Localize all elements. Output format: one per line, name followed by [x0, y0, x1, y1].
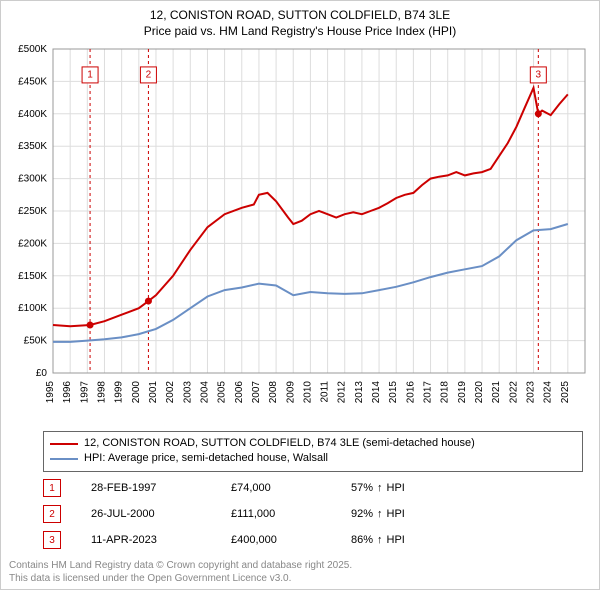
- attribution-line1: Contains HM Land Registry data © Crown c…: [9, 560, 352, 573]
- chart-container: 12, CONISTON ROAD, SUTTON COLDFIELD, B74…: [0, 0, 600, 590]
- svg-text:£150K: £150K: [18, 271, 47, 282]
- svg-text:2014: 2014: [371, 381, 382, 404]
- svg-text:2025: 2025: [560, 381, 571, 404]
- svg-text:£350K: £350K: [18, 141, 47, 152]
- svg-text:2010: 2010: [302, 381, 313, 404]
- legend-row: HPI: Average price, semi-detached house,…: [50, 451, 576, 466]
- legend: 12, CONISTON ROAD, SUTTON COLDFIELD, B74…: [43, 431, 583, 472]
- legend-label-0: 12, CONISTON ROAD, SUTTON COLDFIELD, B74…: [84, 436, 475, 451]
- svg-text:1996: 1996: [62, 381, 73, 404]
- marker-price-1: £111,000: [231, 508, 351, 520]
- svg-text:2003: 2003: [182, 381, 193, 404]
- title-block: 12, CONISTON ROAD, SUTTON COLDFIELD, B74…: [1, 1, 599, 39]
- svg-text:2004: 2004: [199, 381, 210, 404]
- legend-row: 12, CONISTON ROAD, SUTTON COLDFIELD, B74…: [50, 436, 576, 451]
- marker-date-1: 26-JUL-2000: [91, 508, 231, 520]
- marker-pct-2: 86% ↑ HPI: [351, 534, 471, 546]
- chart: £0 £50K £100K £150K £200K £250K £300K £350K £400…: [9, 43, 593, 423]
- up-arrow-icon: ↑: [377, 482, 383, 494]
- svg-text:1997: 1997: [79, 381, 90, 404]
- svg-text:£250K: £250K: [18, 206, 47, 217]
- svg-text:£100K: £100K: [18, 303, 47, 314]
- svg-text:2023: 2023: [526, 381, 537, 404]
- marker-box-1: 2: [43, 505, 61, 523]
- svg-text:2007: 2007: [251, 381, 262, 404]
- marker-row-1: 2 26-JUL-2000 £111,000 92% ↑ HPI: [43, 501, 583, 527]
- marker-price-0: £74,000: [231, 482, 351, 494]
- marker-pct-0: 57% ↑ HPI: [351, 482, 471, 494]
- svg-text:2008: 2008: [268, 381, 279, 404]
- chart-svg: £0 £50K £100K £150K £200K £250K £300K £350K £400…: [9, 43, 593, 423]
- svg-text:£200K: £200K: [18, 238, 47, 249]
- marker-date-0: 28-FEB-1997: [91, 482, 231, 494]
- svg-text:2017: 2017: [423, 381, 434, 404]
- title-line1: 12, CONISTON ROAD, SUTTON COLDFIELD, B74…: [1, 7, 599, 23]
- svg-text:£450K: £450K: [18, 76, 47, 87]
- marker-price-2: £400,000: [231, 534, 351, 546]
- attribution-line2: This data is licensed under the Open Gov…: [9, 573, 352, 586]
- svg-text:1: 1: [87, 69, 93, 80]
- svg-text:2024: 2024: [543, 381, 554, 404]
- svg-text:1998: 1998: [96, 381, 107, 404]
- svg-text:2019: 2019: [457, 381, 468, 404]
- markers-table: 1 28-FEB-1997 £74,000 57% ↑ HPI 2 26-JUL…: [43, 475, 583, 553]
- title-line2: Price paid vs. HM Land Registry's House …: [1, 23, 599, 39]
- svg-text:2009: 2009: [285, 381, 296, 404]
- marker-row-2: 3 11-APR-2023 £400,000 86% ↑ HPI: [43, 527, 583, 553]
- svg-text:2021: 2021: [491, 381, 502, 404]
- svg-text:2002: 2002: [165, 381, 176, 404]
- svg-text:2006: 2006: [234, 381, 245, 404]
- svg-text:3: 3: [536, 69, 542, 80]
- svg-text:2020: 2020: [474, 381, 485, 404]
- svg-text:1995: 1995: [45, 381, 56, 404]
- svg-text:2000: 2000: [131, 381, 142, 404]
- svg-text:2015: 2015: [388, 381, 399, 404]
- marker-box-2: 3: [43, 531, 61, 549]
- svg-text:£50K: £50K: [24, 336, 48, 347]
- legend-label-1: HPI: Average price, semi-detached house,…: [84, 451, 328, 466]
- svg-text:£500K: £500K: [18, 44, 47, 55]
- attribution: Contains HM Land Registry data © Crown c…: [9, 560, 352, 585]
- svg-text:£0: £0: [36, 368, 48, 379]
- svg-text:2005: 2005: [217, 381, 228, 404]
- svg-text:2: 2: [146, 69, 152, 80]
- marker-pct-1: 92% ↑ HPI: [351, 508, 471, 520]
- svg-text:2013: 2013: [354, 381, 365, 404]
- up-arrow-icon: ↑: [377, 508, 383, 520]
- svg-text:2001: 2001: [148, 381, 159, 404]
- svg-text:2022: 2022: [508, 381, 519, 404]
- svg-text:2016: 2016: [405, 381, 416, 404]
- svg-text:2011: 2011: [320, 381, 331, 403]
- svg-text:2018: 2018: [440, 381, 451, 404]
- svg-text:£300K: £300K: [18, 174, 47, 185]
- svg-text:2012: 2012: [337, 381, 348, 404]
- up-arrow-icon: ↑: [377, 534, 383, 546]
- legend-swatch-0: [50, 443, 78, 445]
- svg-text:£400K: £400K: [18, 109, 47, 120]
- marker-date-2: 11-APR-2023: [91, 534, 231, 546]
- svg-text:1999: 1999: [114, 381, 125, 404]
- legend-swatch-1: [50, 458, 78, 460]
- marker-row-0: 1 28-FEB-1997 £74,000 57% ↑ HPI: [43, 475, 583, 501]
- marker-box-0: 1: [43, 479, 61, 497]
